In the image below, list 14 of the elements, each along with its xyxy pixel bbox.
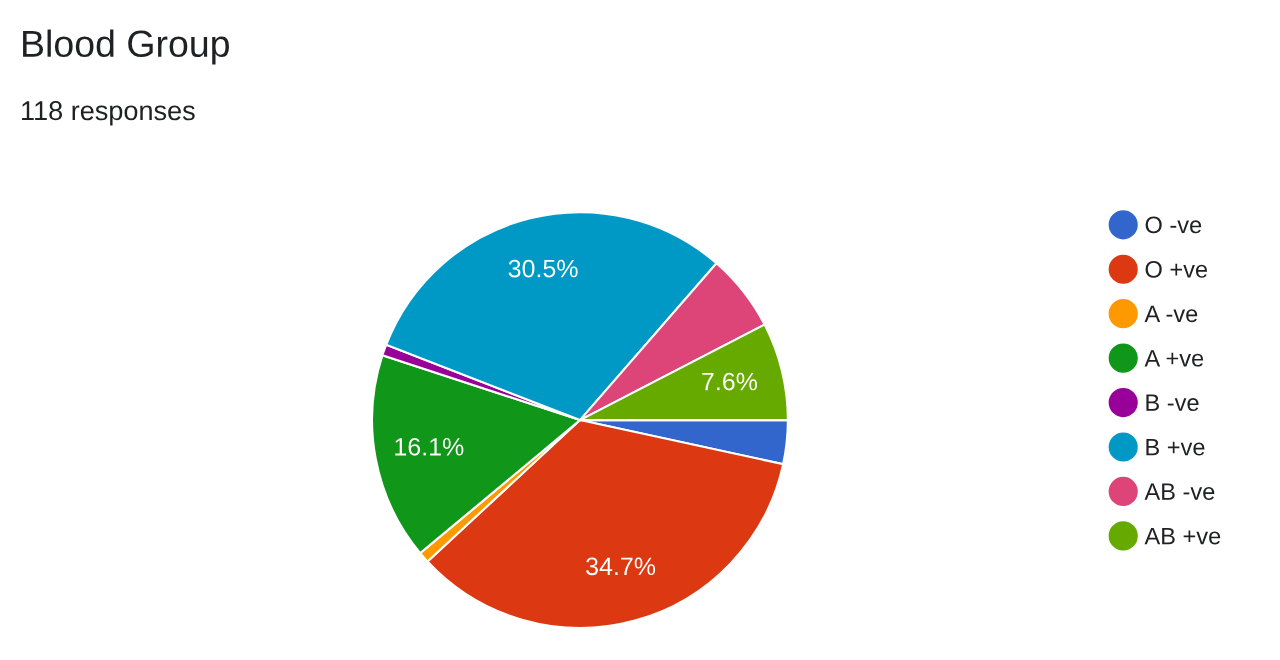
legend-label: A +ve bbox=[1144, 350, 1204, 367]
text: 118 responses bbox=[22, 101, 195, 126]
data-label: 30.5% bbox=[508, 259, 578, 278]
data-label: 7.6% bbox=[702, 372, 758, 391]
legend-label: B -ve bbox=[1146, 394, 1199, 412]
legend-label: AB -ve bbox=[1144, 483, 1215, 500]
chart-title: Blood Group bbox=[23, 29, 229, 65]
legend-label: B +ve bbox=[1146, 439, 1205, 456]
data-label: 34.7% bbox=[586, 557, 656, 576]
legend-label: AB +ve bbox=[1144, 527, 1221, 545]
legend-label: A -ve bbox=[1144, 305, 1198, 323]
legend-label: O +ve bbox=[1145, 261, 1208, 278]
data-label: 16.1% bbox=[395, 437, 464, 456]
legend-label: O -ve bbox=[1145, 216, 1202, 234]
